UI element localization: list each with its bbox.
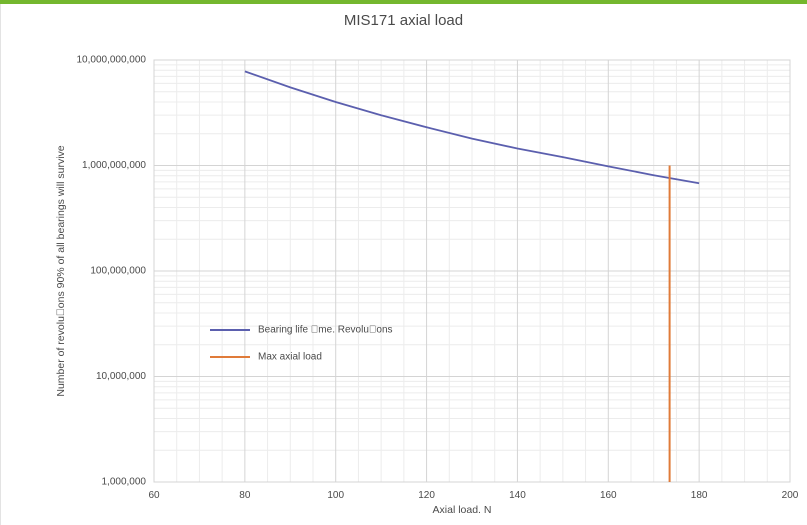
- y-tick-label: 1,000,000,000: [82, 160, 146, 171]
- y-tick-label: 10,000,000: [96, 371, 146, 382]
- x-tick-label: 180: [691, 490, 708, 501]
- chart-title: MIS171 axial load: [343, 12, 464, 29]
- x-tick-label: 140: [509, 490, 526, 501]
- x-tick-label: 60: [148, 490, 160, 501]
- x-tick-label: 200: [782, 490, 799, 501]
- y-tick-label: 10,000,000,000: [76, 55, 146, 66]
- legend-label: Max axial load: [258, 352, 322, 363]
- top-accent-bar: [0, 0, 807, 4]
- x-axis-title: Axial load. N: [433, 504, 492, 516]
- x-tick-label: 120: [418, 490, 435, 501]
- x-tick-label: 100: [327, 490, 344, 501]
- y-axis-title: Number of revolu ons 90% of all bearings…: [55, 145, 67, 396]
- x-tick-label: 80: [239, 490, 251, 501]
- y-tick-label: 100,000,000: [90, 266, 146, 277]
- legend-label: Bearing life  me. Revolu ons: [258, 325, 393, 336]
- left-border: [0, 4, 1, 525]
- plot-area-border: [153, 59, 791, 483]
- bearing-life-series-line: [244, 70, 700, 185]
- x-tick-label: 160: [600, 490, 617, 501]
- y-tick-label: 1,000,000: [102, 477, 147, 488]
